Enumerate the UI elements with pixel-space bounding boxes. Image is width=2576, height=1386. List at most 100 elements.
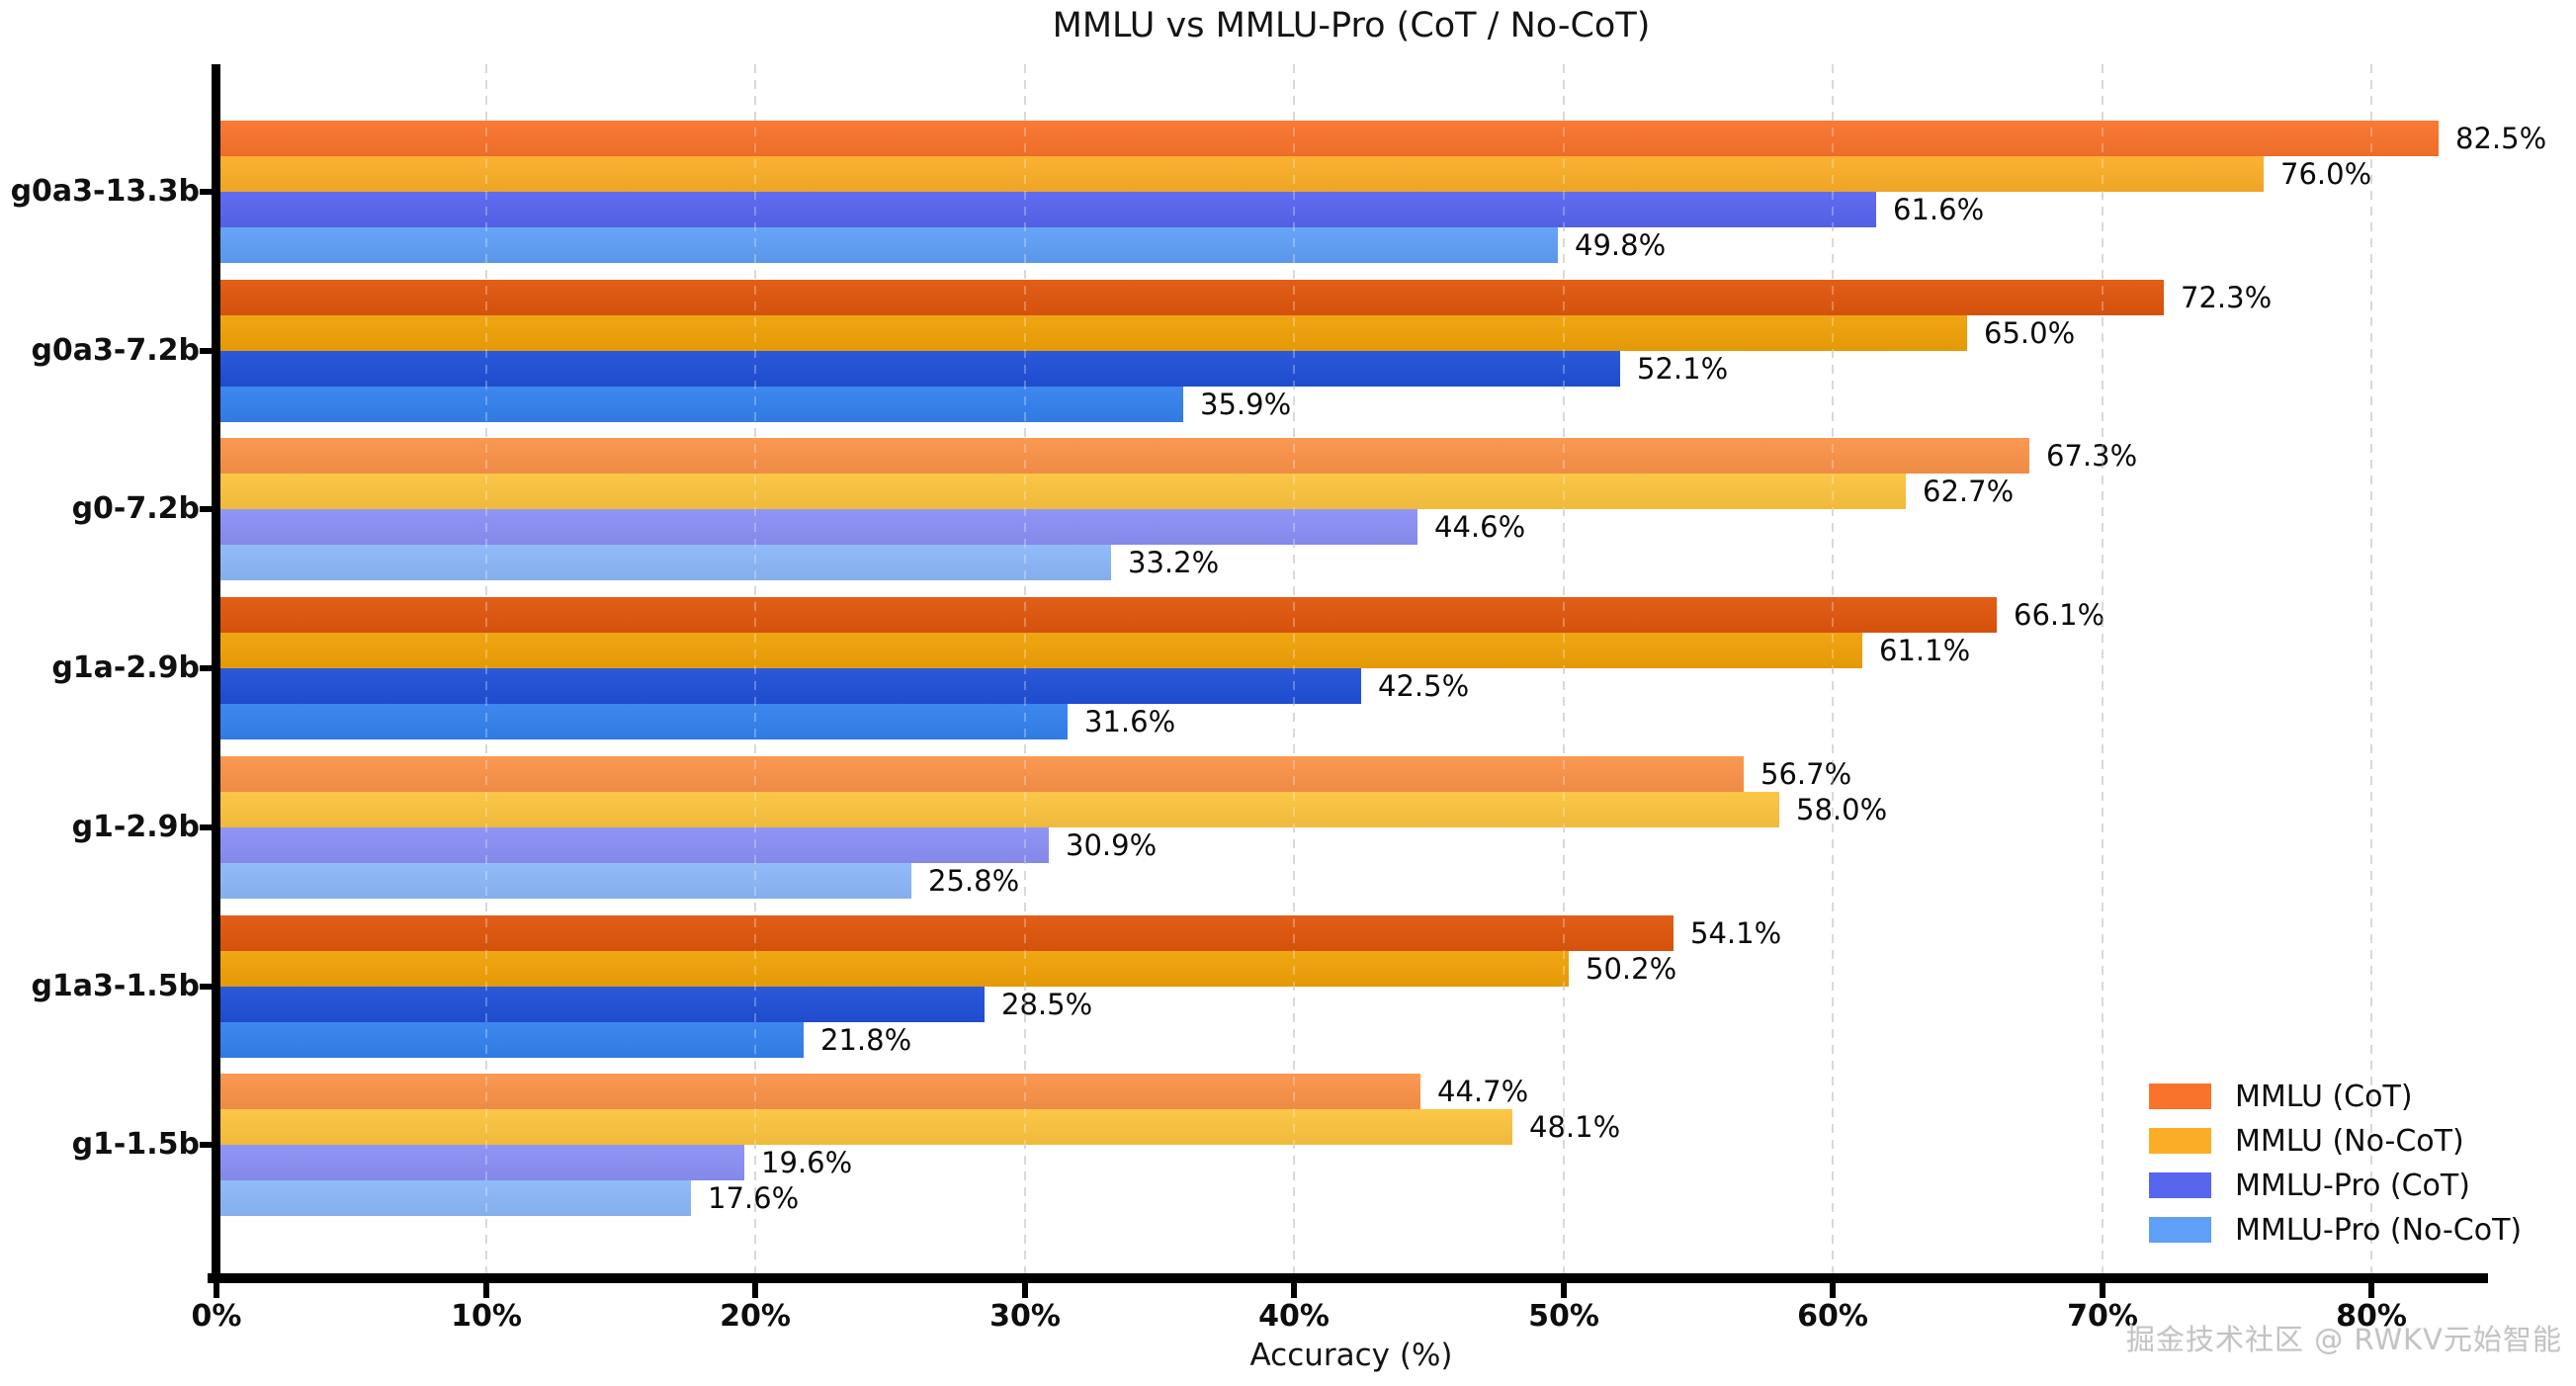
- y-tick-g0a3-13.3b: [200, 189, 213, 195]
- bar-g0a3-7.2b-MMLU-Pro (CoT): [216, 351, 1620, 387]
- bar-value-label: 31.6%: [1084, 705, 1176, 738]
- bar-value-label: 52.1%: [1637, 352, 1729, 386]
- bar-g0a3-7.2b-MMLU (No-CoT): [216, 315, 1967, 351]
- legend-swatch-MMLU (No-CoT): [2149, 1128, 2211, 1154]
- bar-value-label: 21.8%: [820, 1023, 912, 1057]
- legend-item-MMLU-Pro (No-CoT): MMLU-Pro (No-CoT): [2149, 1213, 2522, 1248]
- legend-item-MMLU-Pro (CoT): MMLU-Pro (CoT): [2149, 1169, 2522, 1203]
- bar-value-label: 56.7%: [1760, 757, 1852, 791]
- x-tick-20: [752, 1283, 758, 1298]
- bar-value-label: 25.8%: [928, 864, 1020, 898]
- gridline-50: [1563, 64, 1565, 1273]
- legend-swatch-MMLU-Pro (CoT): [2149, 1172, 2211, 1198]
- x-tick-label-60: 60%: [1797, 1299, 1868, 1334]
- x-tick-60: [1830, 1283, 1836, 1298]
- bar-g1a3-1.5b-MMLU (CoT): [216, 915, 1674, 951]
- bar-value-label: 76.0%: [2280, 157, 2372, 191]
- x-tick-label-30: 30%: [989, 1299, 1061, 1334]
- y-tick-g0-7.2b: [200, 506, 213, 512]
- bar-value-label: 66.1%: [2014, 598, 2105, 632]
- bar-g1a-2.9b-MMLU (No-CoT): [216, 633, 1862, 668]
- legend-label-MMLU (CoT): MMLU (CoT): [2235, 1079, 2413, 1114]
- bar-g1-2.9b-MMLU (CoT): [216, 756, 1744, 792]
- legend: MMLU (CoT) MMLU (No-CoT) MMLU-Pro (CoT) MML…: [2149, 1080, 2522, 1261]
- legend-item-MMLU (No-CoT): MMLU (No-CoT): [2149, 1124, 2522, 1159]
- bar-g1-1.5b-MMLU-Pro (CoT): [216, 1145, 744, 1180]
- plot-area: 82.5% 76.0% 61.6% 49.8% 72.3% 65.0% 52.1% 35.9%…: [216, 64, 2546, 1273]
- y-label-g1a-2.9b: g1a-2.9b: [51, 650, 200, 685]
- bar-value-label: 42.5%: [1378, 669, 1470, 703]
- bar-g1a3-1.5b-MMLU (No-CoT): [216, 951, 1569, 987]
- bar-value-label: 58.0%: [1796, 793, 1888, 826]
- bar-value-label: 44.7%: [1437, 1075, 1529, 1108]
- legend-label-MMLU-Pro (CoT): MMLU-Pro (CoT): [2235, 1168, 2470, 1203]
- bar-g1-2.9b-MMLU-Pro (No-CoT): [216, 863, 911, 899]
- legend-item-MMLU (CoT): MMLU (CoT): [2149, 1080, 2522, 1114]
- bar-g0-7.2b-MMLU-Pro (CoT): [216, 509, 1417, 545]
- bar-g1-2.9b-MMLU-Pro (CoT): [216, 827, 1049, 863]
- gridline-overlay-10: [485, 64, 487, 1273]
- gridline-overlay-60: [1832, 64, 1834, 1273]
- x-tick-label-40: 40%: [1258, 1299, 1330, 1334]
- y-tick-g1a3-1.5b: [200, 984, 213, 990]
- bar-value-label: 19.6%: [761, 1146, 853, 1179]
- bar-value-label: 65.0%: [1984, 316, 2076, 350]
- gridline-overlay-80: [2370, 64, 2372, 1273]
- x-tick-50: [1561, 1283, 1567, 1298]
- legend-label-MMLU-Pro (No-CoT): MMLU-Pro (No-CoT): [2235, 1212, 2523, 1248]
- y-label-g0a3-7.2b: g0a3-7.2b: [31, 333, 200, 368]
- y-label-g0a3-13.3b: g0a3-13.3b: [10, 174, 200, 209]
- gridline-overlay-30: [1024, 64, 1026, 1273]
- bar-g0a3-7.2b-MMLU (CoT): [216, 280, 2164, 315]
- bar-g1a-2.9b-MMLU (CoT): [216, 597, 1997, 633]
- x-tick-0: [214, 1283, 219, 1298]
- x-axis-line: [208, 1273, 2488, 1283]
- bar-value-label: 67.3%: [2046, 439, 2138, 473]
- x-tick-label-20: 20%: [720, 1299, 791, 1334]
- bar-value-label: 82.5%: [2455, 122, 2547, 155]
- bar-value-label: 33.2%: [1128, 546, 1220, 579]
- y-label-g1a3-1.5b: g1a3-1.5b: [31, 969, 200, 1003]
- bar-value-label: 50.2%: [1586, 952, 1677, 986]
- legend-label-MMLU (No-CoT): MMLU (No-CoT): [2235, 1123, 2464, 1159]
- y-axis-line: [212, 64, 220, 1273]
- bar-value-label: 61.6%: [1893, 193, 1985, 226]
- bar-value-label: 49.8%: [1575, 228, 1667, 262]
- bar-g1-1.5b-MMLU (No-CoT): [216, 1109, 1512, 1145]
- gridline-60: [1832, 64, 1834, 1273]
- gridline-overlay-40: [1293, 64, 1295, 1273]
- bar-g1-1.5b-MMLU-Pro (No-CoT): [216, 1180, 691, 1216]
- bar-g0-7.2b-MMLU (CoT): [216, 438, 2029, 474]
- gridline-overlay-50: [1563, 64, 1565, 1273]
- x-tick-70: [2100, 1283, 2105, 1298]
- x-tick-80: [2368, 1283, 2374, 1298]
- x-tick-label-70: 70%: [2067, 1299, 2138, 1334]
- bar-g0a3-13.3b-MMLU-Pro (CoT): [216, 192, 1876, 227]
- gridline-overlay-20: [754, 64, 756, 1273]
- x-tick-label-10: 10%: [451, 1299, 522, 1334]
- y-tick-g0a3-7.2b: [200, 348, 213, 354]
- watermark: 掘金技术社区 @ RWKV元始智能: [2126, 1323, 2562, 1356]
- bar-g1a3-1.5b-MMLU-Pro (No-CoT): [216, 1022, 804, 1058]
- bar-value-label: 44.6%: [1434, 510, 1526, 544]
- bar-value-label: 48.1%: [1529, 1110, 1621, 1144]
- bar-value-label: 30.9%: [1066, 828, 1158, 862]
- x-tick-10: [483, 1283, 489, 1298]
- chart-title: MMLU vs MMLU-Pro (CoT / No-CoT): [1052, 6, 1651, 45]
- legend-swatch-MMLU-Pro (No-CoT): [2149, 1217, 2211, 1243]
- bar-g0-7.2b-MMLU-Pro (No-CoT): [216, 545, 1111, 580]
- x-tick-label-80: 80%: [2336, 1299, 2407, 1334]
- bar-value-label: 28.5%: [1001, 988, 1093, 1021]
- gridline-overlay-70: [2102, 64, 2104, 1273]
- bar-g0a3-13.3b-MMLU (CoT): [216, 121, 2439, 156]
- bar-g1-1.5b-MMLU (CoT): [216, 1074, 1420, 1109]
- y-tick-g1a-2.9b: [200, 665, 213, 671]
- bar-g0-7.2b-MMLU (No-CoT): [216, 474, 1906, 509]
- legend-swatch-MMLU (CoT): [2149, 1083, 2211, 1109]
- bar-value-label: 61.1%: [1879, 634, 1971, 667]
- bar-value-label: 62.7%: [1923, 475, 2015, 508]
- y-label-g0-7.2b: g0-7.2b: [71, 491, 200, 526]
- bar-g0a3-13.3b-MMLU (No-CoT): [216, 156, 2264, 192]
- bar-value-label: 54.1%: [1690, 916, 1782, 950]
- y-label-g1-1.5b: g1-1.5b: [71, 1127, 200, 1162]
